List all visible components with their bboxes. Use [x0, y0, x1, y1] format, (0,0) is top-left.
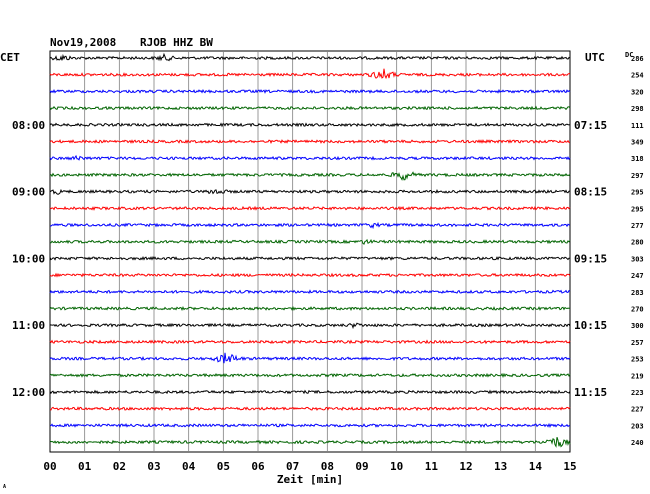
seismic-trace-18	[49, 352, 571, 364]
right-time-labels: 07:15 08:15 09:15 10:15 11:15	[574, 119, 607, 399]
x-tick-label: 02	[113, 460, 126, 473]
seismic-trace-9	[49, 205, 571, 211]
dc-offset-label: 298	[631, 105, 644, 113]
x-tick-label: 04	[182, 460, 196, 473]
x-tick-label: 08	[321, 460, 334, 473]
right-timezone: UTC	[585, 51, 605, 64]
x-tick-label: 15	[563, 460, 576, 473]
x-tick-label: 07	[286, 460, 299, 473]
seismic-trace-14	[49, 289, 571, 295]
right-time-label: 08:15	[574, 186, 607, 199]
trace-group	[49, 52, 571, 448]
dc-offset-label: 303	[631, 255, 644, 263]
corner-mark: A	[3, 484, 6, 490]
seismic-trace-20	[49, 389, 571, 395]
right-time-label: 07:15	[574, 119, 607, 132]
seismic-trace-12	[49, 255, 571, 261]
left-time-label: 09:00	[12, 186, 45, 199]
grid	[49, 50, 571, 453]
dc-offset-label: 203	[631, 422, 644, 430]
dc-offset-label: 295	[631, 205, 644, 213]
seismic-trace-10	[49, 221, 571, 230]
dc-offset-label: 300	[631, 322, 644, 330]
dc-offset-label: 286	[631, 55, 644, 63]
seismic-trace-7	[49, 171, 571, 181]
right-time-label: 10:15	[574, 319, 607, 332]
dc-offset-label: 297	[631, 172, 644, 180]
dc-offset-label: 277	[631, 222, 644, 230]
right-time-label: 09:15	[574, 252, 607, 265]
dc-offset-label: 295	[631, 189, 644, 197]
x-tick-label: 10	[390, 460, 403, 473]
x-tick-labels: 00 01 02 03 04 05 06 07 08 09 10 11 12 13 14 15	[43, 460, 576, 473]
x-tick-label: 13	[494, 460, 507, 473]
dc-offset-label: 240	[631, 439, 644, 447]
seismic-trace-1	[49, 68, 571, 80]
seismic-trace-3	[49, 105, 571, 111]
dc-offset-label: 349	[631, 139, 644, 147]
seismic-trace-19	[49, 372, 571, 378]
dc-offset-label: 270	[631, 306, 644, 314]
plot-frame	[49, 50, 571, 453]
seismic-trace-22	[49, 422, 571, 428]
dc-offset-labels: 286 254 320 298 111 349 318 297 295 295 277 280 303 2…	[631, 55, 644, 447]
dc-offset-label: 254	[631, 72, 644, 80]
dc-offset-label: 247	[631, 272, 644, 280]
x-tick-label: 01	[78, 460, 92, 473]
x-tick-label: 06	[251, 460, 265, 473]
dc-offset-label: 111	[631, 122, 644, 130]
left-time-label: 08:00	[12, 119, 45, 132]
left-time-label: 12:00	[12, 386, 45, 399]
x-tick-label: 00	[43, 460, 56, 473]
dc-offset-label: 320	[631, 88, 644, 96]
left-time-label: 10:00	[12, 252, 45, 265]
seismic-trace-21	[49, 406, 571, 412]
left-timezone: CET	[0, 51, 20, 64]
dc-offset-label: 280	[631, 239, 644, 247]
header-date: Nov19,2008	[50, 36, 116, 49]
dc-offset-label: 253	[631, 356, 644, 364]
x-tick-label: 14	[529, 460, 543, 473]
dc-offset-label: 318	[631, 155, 644, 163]
seismic-trace-17	[49, 339, 571, 345]
dc-offset-label: 219	[631, 372, 644, 380]
seismic-trace-8	[49, 188, 571, 195]
left-time-labels: 08:00 09:00 10:00 11:00 12:00	[12, 119, 45, 399]
dc-header: DC	[625, 51, 633, 59]
header-station: RJOB HHZ BW	[140, 36, 213, 49]
seismic-trace-13	[49, 272, 571, 278]
seismic-trace-6	[49, 154, 571, 161]
seismic-trace-11	[49, 238, 571, 245]
dc-offset-label: 223	[631, 389, 644, 397]
seismic-trace-0	[49, 52, 571, 62]
seismic-trace-2	[49, 88, 571, 94]
x-tick-label: 11	[425, 460, 439, 473]
dc-offset-label: 257	[631, 339, 644, 347]
seismic-trace-16	[49, 322, 571, 330]
x-axis-label: Zeit [min]	[277, 473, 343, 486]
dc-offset-label: 227	[631, 406, 644, 414]
x-tick-label: 05	[217, 460, 230, 473]
seismic-trace-5	[49, 139, 571, 144]
dc-offset-label: 283	[631, 289, 644, 297]
x-tick-label: 09	[355, 460, 368, 473]
x-tick-label: 03	[147, 460, 160, 473]
right-time-label: 11:15	[574, 386, 607, 399]
seismic-trace-4	[49, 122, 571, 128]
x-tick-label: 12	[459, 460, 472, 473]
seismic-trace-23	[49, 436, 571, 448]
left-time-label: 11:00	[12, 319, 45, 332]
seismic-trace-15	[49, 305, 571, 312]
